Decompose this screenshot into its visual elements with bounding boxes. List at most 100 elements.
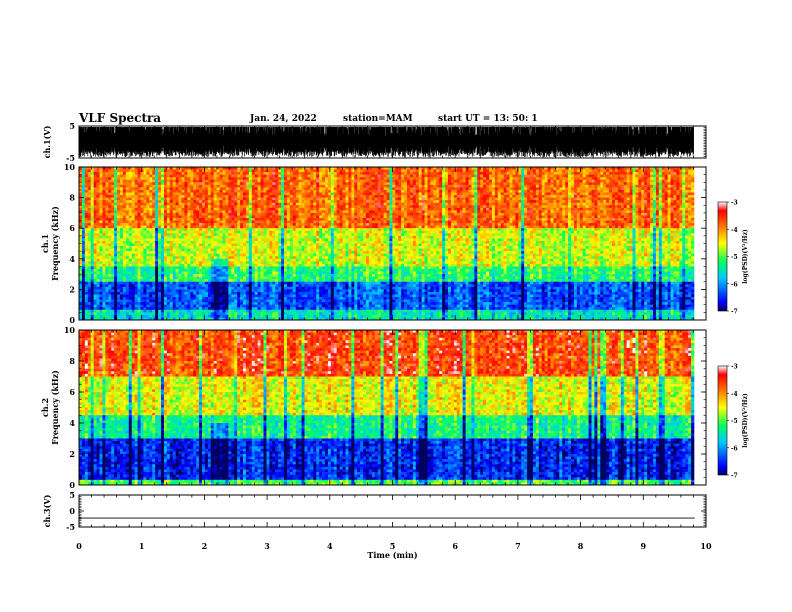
- spectrogram-cell: [494, 218, 499, 221]
- spectrogram-cell: [345, 210, 349, 214]
- spectrogram-cell: [207, 223, 212, 226]
- spectrogram-cell: [483, 192, 487, 196]
- spectrogram-cell: [571, 184, 575, 188]
- spectrogram-cell: [190, 195, 194, 198]
- spectrogram-cell: [462, 197, 466, 201]
- spectrogram-cell: [450, 179, 455, 183]
- spectrogram-cell: [474, 177, 478, 181]
- spectrogram-cell: [606, 202, 610, 206]
- spectrogram-cell: [418, 167, 422, 170]
- spectrogram-cell: [330, 205, 335, 209]
- spectrogram-cell: [462, 223, 466, 226]
- spectrogram-cell: [380, 207, 384, 211]
- spectrogram-cell: [632, 218, 636, 221]
- spectrogram-cell: [187, 215, 191, 219]
- spectrogram-cell: [117, 177, 121, 181]
- spectrogram-cell: [404, 197, 408, 201]
- spectrogram-cell: [436, 187, 440, 191]
- spectrogram-cell: [266, 218, 270, 221]
- spectrogram-cell: [237, 174, 241, 178]
- spectrogram-cell: [585, 167, 589, 170]
- spectrogram-cell: [284, 174, 288, 178]
- spectrogram-cell: [576, 177, 581, 181]
- spectrogram-cell: [655, 197, 660, 201]
- spectrogram-cell: [301, 167, 305, 170]
- spectrogram-cell: [219, 207, 223, 211]
- spectrogram-cell: [623, 172, 627, 175]
- spectrogram-cell: [412, 189, 417, 193]
- spectrogram-cell: [494, 200, 499, 203]
- spectrogram-cell: [442, 184, 446, 188]
- spectrogram-cell: [237, 195, 241, 198]
- spectrogram-cell: [228, 207, 232, 211]
- spectrogram-cell: [579, 195, 584, 198]
- spectrogram-cell: [363, 220, 367, 224]
- spectrogram-cell: [585, 192, 589, 196]
- spectrogram-cell: [178, 210, 182, 214]
- spectrogram-cell: [524, 210, 528, 214]
- spectrogram-cell: [351, 215, 355, 219]
- spectrogram-cell: [166, 200, 171, 203]
- spectrogram-cell: [295, 187, 299, 191]
- spectrogram-cell: [430, 195, 434, 198]
- spectrogram-cell: [313, 210, 317, 214]
- spectrogram-cell: [93, 202, 97, 206]
- spectrogram-cell: [506, 197, 510, 201]
- spectrogram-cell: [342, 189, 346, 193]
- spectrogram-cell: [79, 205, 83, 209]
- spectrogram-cell: [172, 172, 176, 175]
- spectrogram-cell: [532, 192, 537, 196]
- spectrogram-cell: [178, 187, 182, 191]
- spectrogram-cell: [465, 195, 469, 198]
- spectrogram-cell: [559, 207, 563, 211]
- spectrogram-cell: [398, 220, 402, 224]
- spectrogram-cell: [641, 192, 645, 196]
- spectrogram-cell: [401, 169, 405, 173]
- spectrogram-cell: [521, 192, 525, 196]
- spectrogram-cell: [272, 205, 276, 209]
- spectrogram-cell: [456, 172, 461, 175]
- spectrogram-cell: [286, 167, 291, 170]
- spectrogram-cell: [322, 220, 326, 224]
- spectrogram-cell: [650, 182, 654, 186]
- spectrogram-cell: [453, 210, 458, 214]
- spectrogram-cell: [190, 205, 194, 209]
- spectrogram-cell: [196, 182, 200, 186]
- spectrogram-cell: [647, 218, 651, 221]
- spectrogram-cell: [383, 215, 387, 219]
- spectrogram-cell: [691, 202, 695, 206]
- spectrogram-cell: [626, 169, 630, 173]
- spectrogram-cell: [609, 197, 613, 201]
- spectrogram-cell: [477, 210, 481, 214]
- spectrogram-cell: [357, 177, 361, 181]
- spectrogram-cell: [386, 207, 390, 211]
- spectrogram-cell: [556, 197, 560, 201]
- spectrogram-cell: [415, 192, 420, 196]
- spectrogram-cell: [310, 205, 314, 209]
- spectrogram-cell: [629, 218, 633, 221]
- spectrogram-cell: [650, 205, 654, 209]
- spectrogram-cell: [105, 210, 109, 214]
- spectrogram-cell: [392, 225, 396, 229]
- spectrogram-cell: [143, 210, 147, 214]
- spectrogram-cell: [172, 200, 176, 203]
- spectrogram-cell: [269, 210, 273, 214]
- spectrogram-cell: [635, 197, 639, 201]
- spectrogram-cell: [93, 225, 97, 229]
- spectrogram-cell: [582, 202, 586, 206]
- spectrogram-cell: [629, 167, 633, 170]
- spectrogram-cell: [653, 184, 657, 188]
- spectrogram-cell: [486, 197, 490, 201]
- spectrogram-cell: [96, 200, 100, 203]
- spectrogram-cell: [251, 182, 256, 186]
- spectrogram-cell: [163, 172, 168, 175]
- spectrogram-cell: [667, 179, 671, 183]
- spectrogram-cell: [691, 212, 695, 216]
- spectrogram-cell: [571, 220, 575, 224]
- spectrogram-cell: [79, 207, 83, 211]
- spectrogram-cell: [468, 215, 472, 219]
- spectrogram-cell: [354, 179, 358, 183]
- spectrogram-cell: [202, 218, 206, 221]
- spectrogram-cell: [307, 182, 311, 186]
- spectrogram-cell: [128, 210, 133, 214]
